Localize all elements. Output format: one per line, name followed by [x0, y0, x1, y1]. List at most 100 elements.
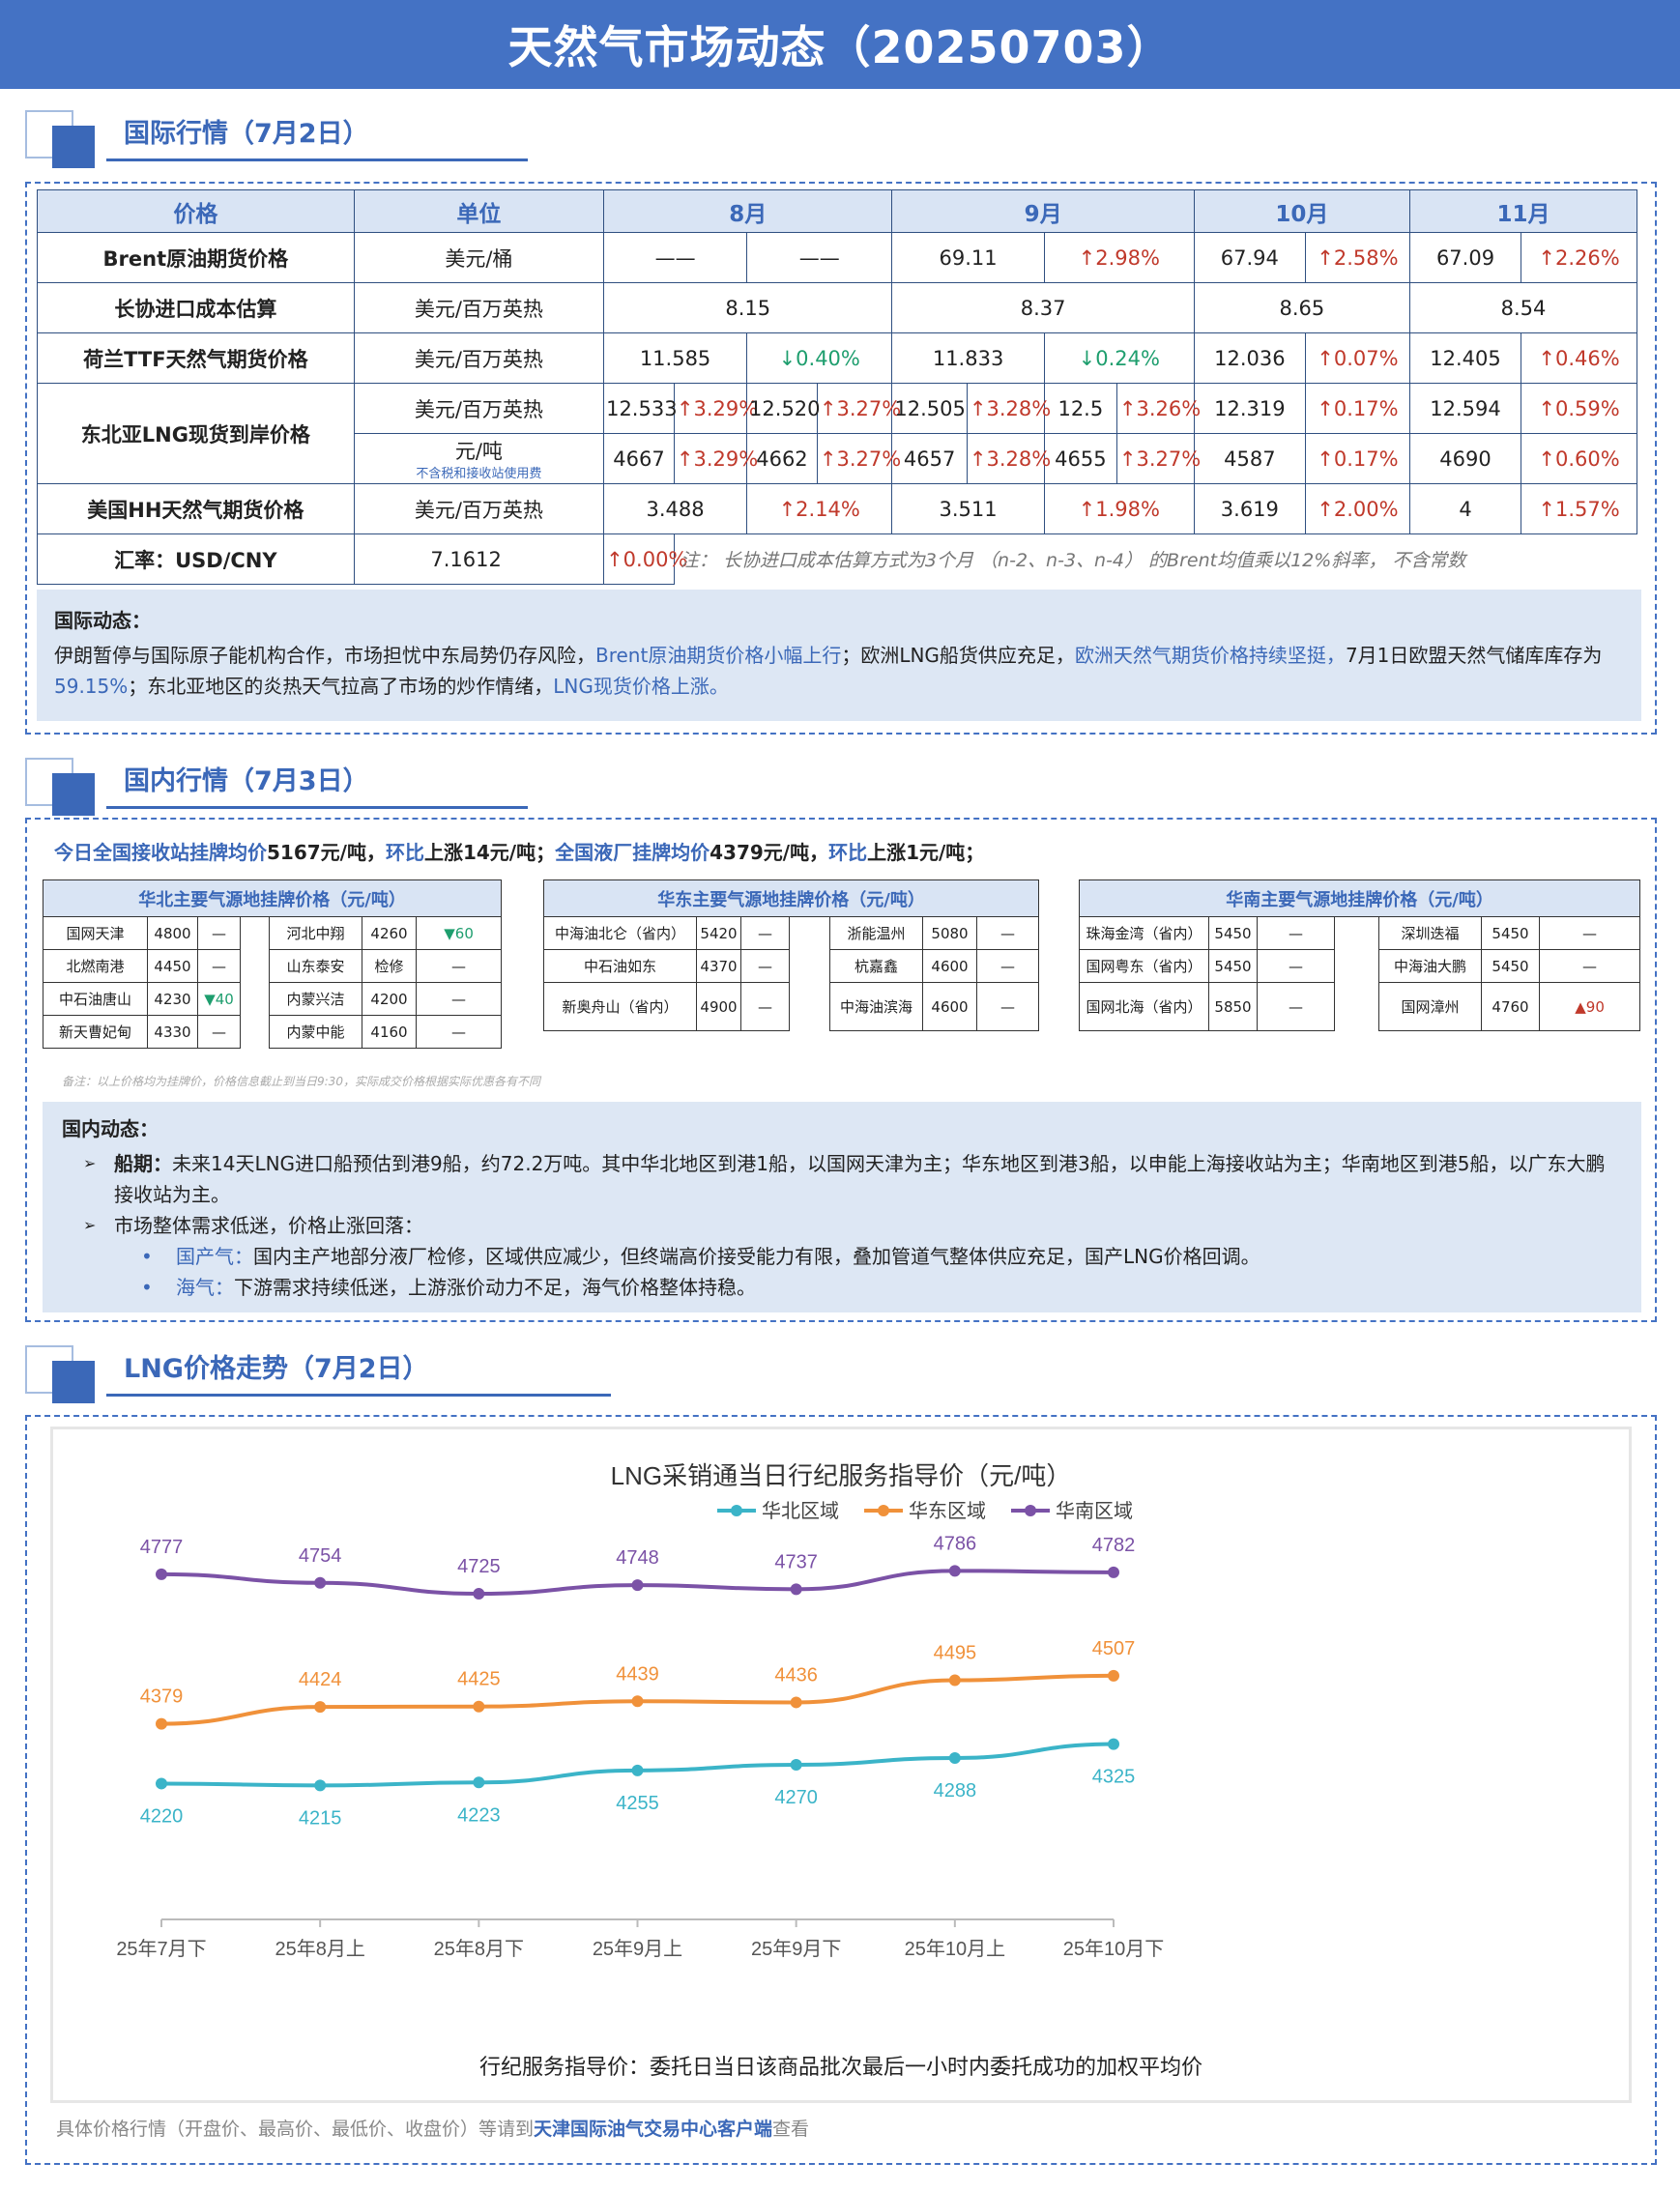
data-point [314, 1576, 327, 1589]
gap [789, 916, 830, 950]
data-point [1108, 1669, 1119, 1682]
row-unit: 美元/百万英热 [353, 383, 605, 434]
cell: 新奥舟山（省内） [543, 982, 697, 1031]
cell-change: ↑2.58% [1304, 232, 1410, 283]
cell: — [415, 949, 503, 983]
section-icon-fill [52, 773, 95, 816]
cell-change: ↑3.27% [816, 433, 901, 484]
cell: — [740, 916, 790, 950]
table-row-nea-cny: 元/吨 不含税和接收站使用费 4667 ↑3.29% 4662 ↑3.27% 46… [38, 433, 1637, 484]
cell: 5080 [922, 916, 977, 950]
data-label: 4425 [457, 1669, 501, 1690]
data-label: 4215 [299, 1807, 342, 1829]
cell-change: ↑3.28% [966, 433, 1051, 484]
summary-key: 环比 [385, 841, 424, 864]
table-row: 中石油唐山 4230 ▼40 内蒙兴洁 4200— [43, 982, 503, 1016]
intl-news-box: 国际动态： 伊朗暂停与国际原子能机构合作，市场担忧中东局势仍存风险，Brent原… [37, 590, 1641, 721]
table-row: 新奥舟山（省内） 4900— 中海油滨海 4600— [543, 982, 1040, 1031]
client-link[interactable]: 天津国际油气交易中心客户端 [534, 2119, 773, 2140]
data-label: 4288 [934, 1780, 977, 1802]
legend-label: 华东区域 [909, 1500, 986, 1522]
cell: — [1257, 949, 1335, 983]
cell: 8.15 [603, 282, 893, 333]
cell-change: ↑2.26% [1521, 232, 1637, 283]
cell-change: ↑1.57% [1521, 483, 1637, 534]
summary-value: 上涨14元/吨； [423, 841, 556, 864]
cell-change: ↑0.46% [1521, 332, 1637, 384]
cell: 11.833 [891, 332, 1045, 384]
data-point [948, 1565, 961, 1577]
cell: — [1538, 916, 1641, 950]
col-sep: 9月 [891, 189, 1195, 233]
cell: 4260 [362, 916, 417, 950]
row-label: 东北亚LNG现货到岸价格 [37, 383, 355, 484]
data-point [314, 1779, 327, 1792]
cell: — [975, 949, 1040, 983]
summary-value: 5167元/吨， [267, 841, 386, 864]
footer-text: 具体价格行情（开盘价、最高价、最低价、收盘价）等请到 [56, 2119, 535, 2140]
item-key: 船期： [114, 1152, 172, 1175]
chart-legend: 华北区域 华东区域 华南区域 [717, 1500, 1133, 1522]
region-table-north: 华北主要气源地挂牌价格（元/吨） 国网天津 4800— 河北中翔 4260 ▼60 北燃… [42, 879, 503, 1049]
news-text: 伊朗暂停与国际原子能机构合作，市场担忧中东局势仍存风险， [54, 644, 595, 667]
dom-summary: 今日全国接收站挂牌均价5167元/吨，环比上涨14元/吨；全国液厂挂牌均价437… [54, 837, 984, 865]
data-label: 4379 [140, 1686, 184, 1708]
table-row-hh: 美国HH天然气期货价格 美元/百万英热 3.488 ↑2.14% 3.511 ↑… [37, 483, 1637, 534]
cell: 12.533 [603, 383, 678, 434]
cell: — [740, 982, 790, 1031]
table-row: 新天曹妃甸 4330— 内蒙中能 4160— [43, 1015, 503, 1049]
table-row: 国网北海（省内） 5850— 国网漳州 4760 ▲90 [1079, 982, 1641, 1031]
cell-change: ↑2.14% [746, 483, 893, 534]
cell-change: ↑0.07% [1304, 332, 1410, 384]
cell: 11.585 [603, 332, 748, 384]
cell: 珠海金湾（省内） [1079, 916, 1209, 950]
data-label: 4325 [1092, 1767, 1136, 1788]
legend-item: 华北区域 [717, 1500, 839, 1522]
cell-change: ↑0.59% [1521, 383, 1637, 434]
data-point [156, 1717, 167, 1730]
data-point [156, 1568, 167, 1580]
cell-change: ↑3.27% [816, 383, 901, 434]
list-item: 市场整体需求低迷，价格止涨回落： [83, 1210, 1622, 1241]
data-label: 4220 [140, 1805, 184, 1827]
data-point [631, 1695, 644, 1708]
gap [789, 949, 830, 983]
section-underline [106, 1394, 611, 1397]
cell: 5420 [696, 916, 741, 950]
cell: 国网天津 [43, 916, 148, 950]
gap [240, 949, 270, 983]
unit-text: 元/吨 [454, 440, 503, 463]
section-underline [106, 159, 528, 161]
news-highlight: LNG现货价格上涨。 [553, 675, 729, 698]
x-tick-label: 25年7月下 [116, 1938, 206, 1960]
section-underline [106, 806, 528, 809]
data-point [948, 1674, 961, 1686]
cell: 12.505 [891, 383, 968, 434]
cell: 4587 [1193, 433, 1306, 484]
cell: 4662 [746, 433, 818, 484]
cell: —— [603, 232, 748, 283]
intl-panel [25, 182, 1657, 735]
section-icon-fill [52, 126, 95, 168]
cell: 3.511 [891, 483, 1045, 534]
cell: — [415, 1015, 503, 1049]
col-unit: 单位 [353, 189, 605, 233]
data-label: 4777 [140, 1537, 184, 1558]
row-unit: 美元/百万英热 [353, 282, 605, 333]
region-table-south: 华南主要气源地挂牌价格（元/吨） 珠海金湾（省内） 5450— 深圳迭福 5450— … [1078, 879, 1641, 1031]
item-text: 国内主产地部分液厂检修，区域供应减少，但终端高价接受能力有限，叠加管道气整体供应… [253, 1245, 1260, 1268]
news-highlight: 59.15% [54, 675, 129, 698]
cell: 4800 [147, 916, 198, 950]
intl-news-text: 伊朗暂停与国际原子能机构合作，市场担忧中东局势仍存风险，Brent原油期货价格小… [54, 640, 1624, 702]
fx-change: ↑0.00% [603, 533, 687, 585]
news-text: ；欧洲LNG船货供应充足， [841, 644, 1075, 667]
data-label: 4495 [934, 1643, 977, 1664]
cell: 中海油大鹏 [1378, 949, 1482, 983]
legend-item: 华东区域 [864, 1500, 986, 1522]
footer-text: 查看 [772, 2119, 810, 2140]
cell-change: ↑0.17% [1304, 433, 1410, 484]
cell-change: ↓0.40% [746, 332, 893, 384]
cell: 12.036 [1193, 332, 1306, 384]
region-table-east: 华东主要气源地挂牌价格（元/吨） 中海油北仑（省内） 5420— 浙能温州 5080—… [542, 879, 1040, 1031]
row-label: 汇率：USD/CNY [37, 533, 355, 585]
